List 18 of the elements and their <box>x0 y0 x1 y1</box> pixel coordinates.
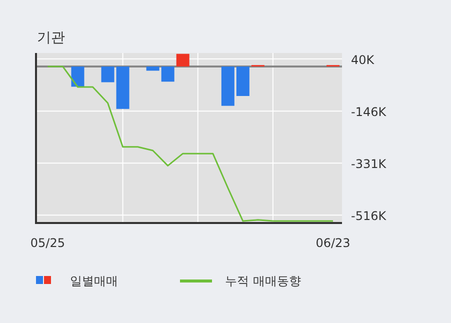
bar <box>116 66 130 109</box>
bar <box>71 66 84 87</box>
bar <box>161 66 174 82</box>
legend-label: 누적 매매동향 <box>225 274 301 288</box>
bar <box>146 66 160 71</box>
x-tick-label: 06/23 <box>316 236 350 250</box>
y-tick-label: 40K <box>351 52 376 67</box>
y-tick-label: -331K <box>351 157 388 172</box>
y-tick-label: -146K <box>351 105 388 120</box>
legend-label: 일별매매 <box>70 274 118 288</box>
bar <box>176 54 190 66</box>
line-series <box>46 66 334 222</box>
bar <box>221 66 234 106</box>
x-tick-label: 05/25 <box>30 236 65 250</box>
chart-title: 기관 <box>37 30 65 46</box>
y-tick-label: -516K <box>351 209 388 224</box>
bar <box>101 66 114 82</box>
bar <box>236 66 250 96</box>
